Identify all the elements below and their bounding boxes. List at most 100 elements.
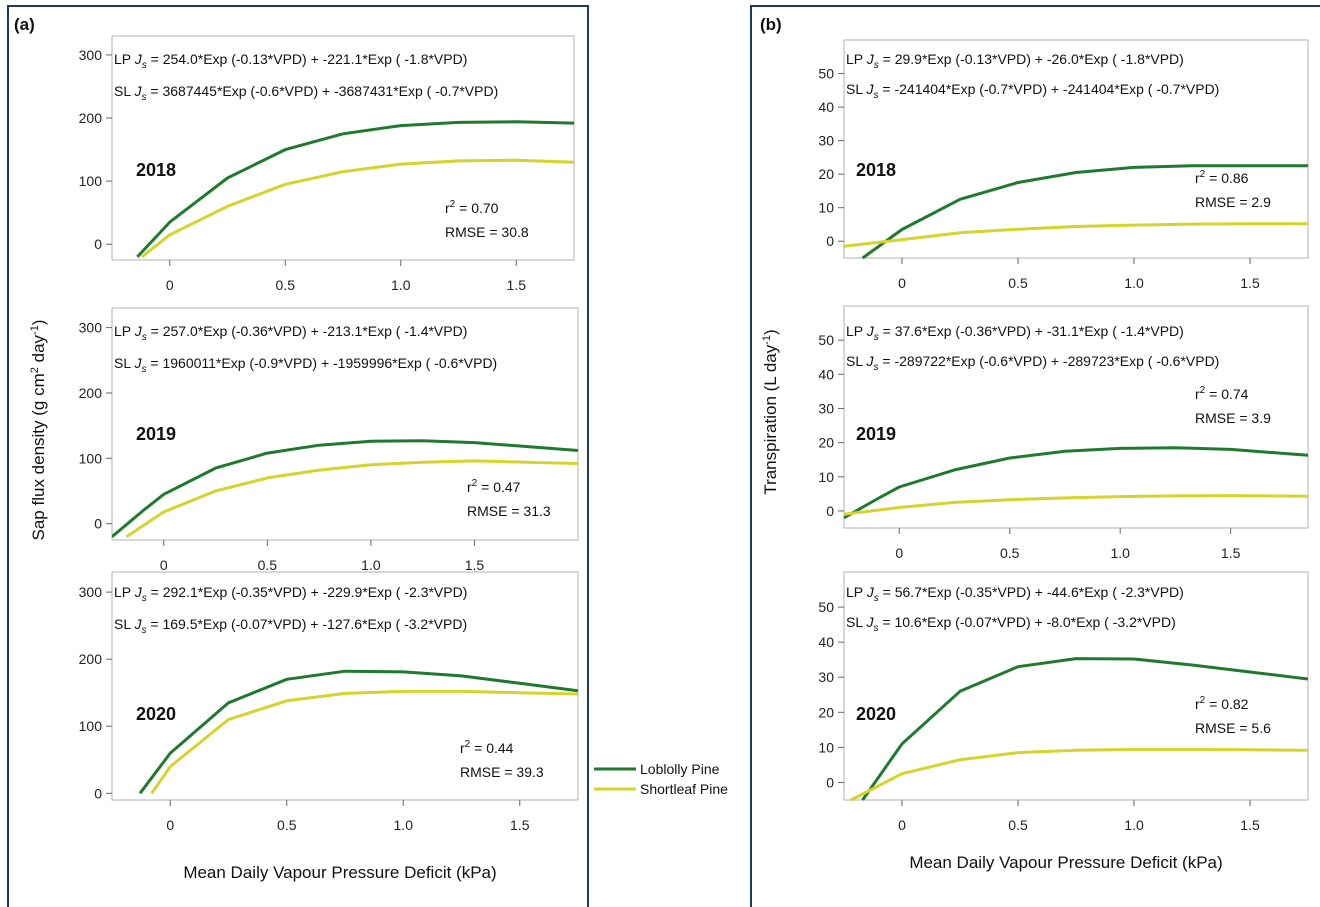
chart-a-2020-r2-r: r bbox=[460, 740, 465, 756]
chart-b-2020-plot-area bbox=[843, 571, 1309, 801]
chart-b-2020-ytick-label: 40 bbox=[818, 634, 834, 650]
chart-a-2018: 0 100 200 300 0 0.5 1.0 1.5 LP Js = 254.0*Exp (-… bbox=[79, 35, 575, 293]
chart-a-2018-ytick-label: 0 bbox=[94, 236, 102, 252]
panel-a-ylabel-mid: day bbox=[29, 334, 48, 367]
chart-b-2018-equation-sl-sub: s bbox=[874, 90, 879, 101]
chart-b-2020-r2-sup: 2 bbox=[1200, 695, 1206, 706]
chart-a-2019-loblolly-line bbox=[112, 439, 578, 538]
chart-b-2020-r2: r2 = 0.82 bbox=[1195, 695, 1249, 712]
chart-b-2018-shortleaf-line bbox=[844, 222, 1308, 248]
chart-a-2018-ytick-label: 100 bbox=[79, 173, 103, 189]
chart-a-2019-equation-sl-sub: s bbox=[142, 364, 147, 375]
chart-b-2018-equation-lp-sub: s bbox=[874, 60, 879, 71]
panel-a-ylabel: Sap flux density (g cm2 day-1) bbox=[29, 320, 48, 541]
chart-b-2019-xtick-label: 1.0 bbox=[1110, 545, 1130, 561]
chart-b-2018-equation-sl-prefix: SL bbox=[846, 81, 867, 97]
chart-b-2020-equation-lp-sub: s bbox=[874, 593, 879, 604]
chart-a-2019-r2-value: = 0.47 bbox=[477, 479, 520, 495]
chart-a-2020-equation-lp: LP Js = 292.1*Exp (-0.35*VPD) + -229.9*E… bbox=[114, 584, 467, 604]
chart-a-2020-shortleaf-line bbox=[150, 689, 578, 795]
chart-b-2018-equation-sl: SL Js = -241404*Exp (-0.7*VPD) + -241404… bbox=[846, 81, 1219, 101]
chart-a-2019-equation-lp-var: J bbox=[134, 323, 143, 339]
chart-a-2020-loblolly-line bbox=[138, 669, 578, 795]
chart-a-2019-xtick-label: 0.5 bbox=[258, 557, 278, 573]
chart-a-2018-equation-sl-prefix: SL bbox=[114, 83, 135, 99]
chart-a-2020-year-label: 2020 bbox=[136, 704, 176, 724]
chart-b-2019-ytick-label: 10 bbox=[818, 469, 834, 485]
chart-a-2020-xtick-label: 1.0 bbox=[394, 817, 414, 833]
panel-a-ylabel-sup2: -1 bbox=[29, 325, 41, 335]
chart-a-2019-xtick-label: 1.0 bbox=[361, 557, 381, 573]
chart-b-2020-equation-lp-prefix: LP bbox=[846, 584, 867, 600]
chart-a-2019: 0 100 200 300 0 0.5 1.0 1.5 LP Js = 257.0*Exp (-… bbox=[79, 307, 579, 573]
chart-b-2019-r2: r2 = 0.74 bbox=[1195, 385, 1249, 402]
chart-b-2018-r2-sup: 2 bbox=[1200, 169, 1206, 180]
chart-b-2019-ytick-label: 0 bbox=[826, 503, 834, 519]
chart-a-2018-equation-sl-rest: = 3687445*Exp (-0.6*VPD) + -3687431*Exp … bbox=[147, 83, 499, 99]
chart-a-2018-r2: r2 = 0.70 bbox=[445, 199, 499, 216]
chart-a-2018-r2-value: = 0.70 bbox=[455, 200, 498, 216]
chart-a-2018-r2-sup: 2 bbox=[450, 199, 456, 210]
chart-a-2018-equation-sl-var: J bbox=[134, 83, 143, 99]
chart-b-2019-equation-lp-rest: = 37.6*Exp (-0.36*VPD) + -31.1*Exp ( -1.… bbox=[879, 323, 1184, 339]
chart-b-2019-r2-value: = 0.74 bbox=[1205, 386, 1248, 402]
chart-b-2018-year-label: 2018 bbox=[856, 160, 896, 180]
chart-b-2019-rmse: RMSE = 3.9 bbox=[1195, 410, 1271, 426]
chart-b-2019-ytick-label: 20 bbox=[818, 435, 834, 451]
chart-a-2019-equation-sl-rest: = 1960011*Exp (-0.9*VPD) + -1959996*Exp … bbox=[147, 355, 498, 371]
chart-b-2019-equation-sl-rest: = -289722*Exp (-0.6*VPD) + -289723*Exp (… bbox=[879, 353, 1220, 369]
chart-b-2020-xtick-label: 0.5 bbox=[1008, 817, 1028, 833]
chart-b-2020-year-label: 2020 bbox=[856, 704, 896, 724]
chart-a-2019-xtick-label: 1.5 bbox=[465, 557, 485, 573]
chart-b-2019-year-label: 2019 bbox=[856, 424, 896, 444]
chart-a-2019-shortleaf-line bbox=[125, 459, 578, 538]
chart-b-2020-shortleaf-line bbox=[850, 748, 1308, 802]
panel-b-frame bbox=[750, 5, 1320, 907]
chart-b-2020-equation-sl: SL Js = 10.6*Exp (-0.07*VPD) + -8.0*Exp … bbox=[846, 614, 1176, 634]
chart-b-2018-r2-r: r bbox=[1195, 170, 1200, 186]
chart-b-2018-r2-value: = 0.86 bbox=[1205, 170, 1248, 186]
chart-b-2019-plot-area bbox=[843, 305, 1309, 529]
chart-a-2020-equation-sl-prefix: SL bbox=[114, 616, 135, 632]
chart-b-2018-rmse: RMSE = 2.9 bbox=[1195, 194, 1271, 210]
chart-a-2019-equation-sl-prefix: SL bbox=[114, 355, 135, 371]
chart-b-2019-equation-sl-sub: s bbox=[874, 362, 879, 373]
chart-a-2018-equation-lp-sub: s bbox=[142, 60, 147, 71]
chart-a-2019-ytick-label: 300 bbox=[79, 320, 103, 336]
chart-b-2018-ytick-label: 50 bbox=[818, 66, 834, 82]
chart-b-2018-equation-lp-var: J bbox=[866, 51, 875, 67]
chart-a-2018-year-label: 2018 bbox=[136, 160, 176, 180]
chart-b-2019-xtick-label: 0 bbox=[895, 545, 903, 561]
legend-shortleaf-label: Shortleaf Pine bbox=[640, 781, 728, 797]
panel-a-ylabel-sup1: 2 bbox=[29, 367, 41, 373]
chart-a-2020-xtick-label: 0 bbox=[166, 817, 174, 833]
chart-b-2018: 0 10 20 30 40 50 0 0.5 1.0 1.5 LP Js = 29.9*Exp (-… bbox=[818, 39, 1309, 291]
chart-b-2020-r2-r: r bbox=[1195, 696, 1200, 712]
chart-a-2020-ytick-label: 200 bbox=[79, 651, 103, 667]
chart-a-2020-r2-value: = 0.44 bbox=[470, 740, 513, 756]
chart-a-2018-loblolly-line bbox=[136, 120, 574, 258]
chart-a-2019-rmse: RMSE = 31.3 bbox=[467, 503, 551, 519]
chart-b-2019-xtick-label: 1.5 bbox=[1221, 545, 1241, 561]
chart-b-2020-equation-lp-var: J bbox=[866, 584, 875, 600]
chart-a-2019-plot-area bbox=[111, 307, 579, 541]
chart-a-2020-equation-sl-var: J bbox=[134, 616, 143, 632]
chart-a-2018-equation-lp-var: J bbox=[134, 51, 143, 67]
chart-b-2018-loblolly-line bbox=[861, 164, 1308, 260]
panel-a-ylabel-end: ) bbox=[29, 320, 48, 326]
chart-b-2018-xtick-label: 1.0 bbox=[1124, 275, 1144, 291]
panel-a-label: (a) bbox=[14, 15, 35, 34]
chart-a-2018-equation-lp: LP Js = 254.0*Exp (-0.13*VPD) + -221.1*E… bbox=[114, 51, 467, 71]
chart-a-2018-shortleaf-line bbox=[141, 158, 574, 258]
chart-a-2019-equation-lp: LP Js = 257.0*Exp (-0.36*VPD) + -213.1*E… bbox=[114, 323, 467, 343]
chart-b-2018-ytick-label: 10 bbox=[818, 200, 834, 216]
chart-a-2018-ytick-label: 300 bbox=[79, 47, 103, 63]
chart-b-2019-shortleaf-line bbox=[844, 494, 1308, 516]
chart-a-2019-equation-lp-sub: s bbox=[142, 332, 147, 343]
chart-a-2020-equation-lp-prefix: LP bbox=[114, 584, 135, 600]
chart-b-2020-xtick-label: 1.5 bbox=[1240, 817, 1260, 833]
chart-b-2018-xtick-label: 1.5 bbox=[1240, 275, 1260, 291]
chart-b-2018-ytick-label: 20 bbox=[818, 166, 834, 182]
chart-b-2019-equation-sl-prefix: SL bbox=[846, 353, 867, 369]
